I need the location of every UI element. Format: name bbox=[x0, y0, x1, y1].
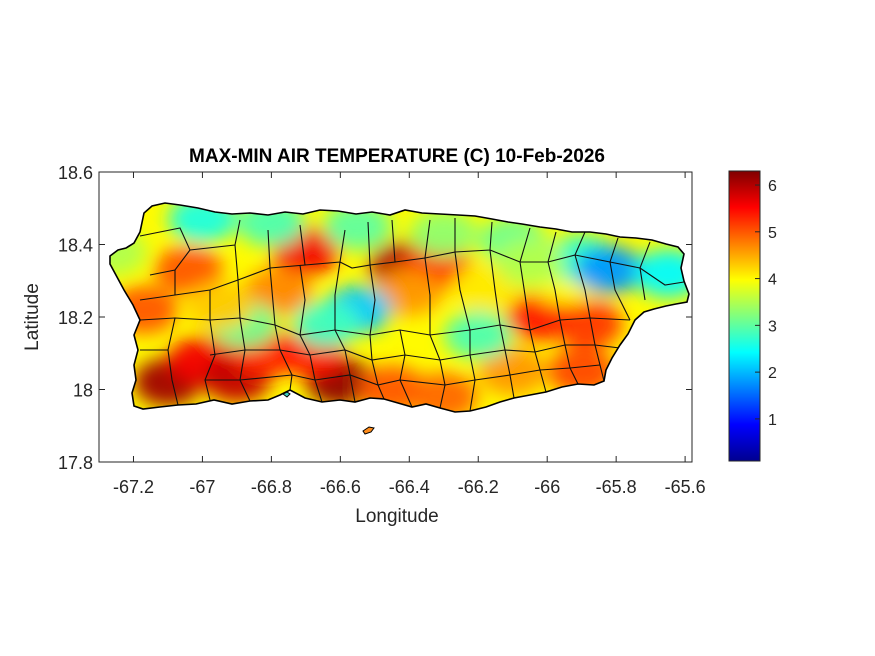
chart-title: MAX-MIN AIR TEMPERATURE (C) 10-Feb-2026 bbox=[189, 146, 605, 167]
field-blob bbox=[154, 245, 223, 294]
field-blob bbox=[409, 209, 478, 258]
x-tick-label: -66 bbox=[534, 477, 560, 497]
municipality-boundary bbox=[639, 267, 646, 301]
municipality-boundary bbox=[339, 221, 371, 269]
field-blob bbox=[444, 311, 513, 360]
municipality-boundary bbox=[559, 319, 579, 385]
y-axis-label: Latitude bbox=[22, 283, 43, 351]
x-tick-label: -66.8 bbox=[251, 477, 292, 497]
municipality-boundary bbox=[205, 364, 601, 386]
municipality-boundary bbox=[334, 261, 341, 330]
municipality-boundary bbox=[299, 264, 306, 336]
x-tick-label: -65.6 bbox=[665, 477, 706, 497]
municipality-boundary bbox=[167, 317, 179, 406]
coastline bbox=[109, 202, 690, 413]
y-tick-label: 18.2 bbox=[58, 308, 93, 328]
municipality-boundary bbox=[139, 317, 631, 336]
colorbar-tick-label: 2 bbox=[768, 365, 777, 382]
municipality-boundary bbox=[369, 334, 385, 400]
x-tick-label: -65.8 bbox=[596, 477, 637, 497]
field-blob bbox=[478, 347, 547, 396]
field-blobs bbox=[110, 203, 689, 412]
y-tick-label: 18.6 bbox=[58, 163, 93, 183]
municipality-boundary bbox=[209, 344, 621, 361]
municipality-boundary bbox=[574, 254, 591, 319]
municipality-boundary bbox=[489, 249, 501, 326]
small-island bbox=[282, 391, 291, 398]
municipality-boundary bbox=[204, 290, 216, 401]
municipality-boundary bbox=[429, 334, 446, 409]
field-blob bbox=[244, 267, 313, 316]
field-blob bbox=[375, 267, 444, 316]
field-blob bbox=[495, 238, 564, 287]
municipality-boundary bbox=[237, 279, 241, 319]
municipality-boundary bbox=[369, 264, 376, 336]
municipality-boundary bbox=[334, 329, 356, 403]
field-blob bbox=[554, 300, 623, 349]
field-blob bbox=[185, 282, 254, 331]
municipality-boundary bbox=[424, 257, 431, 335]
caja-de-muertos-island bbox=[362, 426, 375, 435]
colorbar-tick-label: 1 bbox=[768, 412, 777, 429]
municipality-boundary bbox=[499, 324, 515, 399]
field-blob bbox=[323, 203, 392, 251]
municipality-boundary bbox=[239, 317, 251, 402]
x-tick-label: -66.6 bbox=[320, 477, 361, 497]
field-blob bbox=[575, 245, 644, 294]
x-tick-label: -66.2 bbox=[458, 477, 499, 497]
colorbar-tick-label: 3 bbox=[768, 318, 777, 335]
y-tick-label: 18 bbox=[73, 381, 93, 401]
municipality-boundary bbox=[299, 334, 323, 403]
municipality-boundaries bbox=[139, 218, 685, 412]
municipality-boundary bbox=[274, 324, 293, 391]
colorbar bbox=[728, 170, 761, 462]
municipality-boundary bbox=[589, 317, 605, 382]
colorbar-ticks: 1 2 3 4 5 6 bbox=[755, 178, 777, 429]
x-tick-label: -67.2 bbox=[113, 477, 154, 497]
y-tick-label: 17.8 bbox=[58, 453, 93, 473]
colorbar-tick-label: 6 bbox=[768, 178, 777, 195]
municipality-boundary bbox=[399, 329, 413, 408]
municipality-boundary bbox=[519, 261, 531, 331]
municipality-boundary bbox=[609, 261, 631, 321]
colorbar-tick-label: 5 bbox=[768, 225, 777, 242]
x-tick-label: -66.4 bbox=[389, 477, 430, 497]
municipality-boundary bbox=[469, 330, 476, 412]
field-blob bbox=[292, 300, 361, 349]
municipality-boundary bbox=[639, 267, 685, 286]
municipality-boundary bbox=[547, 261, 561, 321]
municipality-boundary bbox=[269, 267, 276, 326]
colorbar-tick-label: 4 bbox=[768, 272, 777, 289]
x-axis: -67.2 -67 -66.8 -66.6 -66.4 -66.2 -66 -65.8 -65.… bbox=[113, 172, 706, 497]
x-tick-label: -67 bbox=[189, 477, 215, 497]
y-tick-label: 18.4 bbox=[58, 236, 93, 256]
municipality-boundary bbox=[529, 329, 547, 393]
y-axis: 17.8 18 18.2 18.4 18.6 bbox=[58, 163, 692, 473]
x-axis-label: Longitude bbox=[355, 506, 438, 527]
municipality-boundary bbox=[454, 251, 471, 331]
